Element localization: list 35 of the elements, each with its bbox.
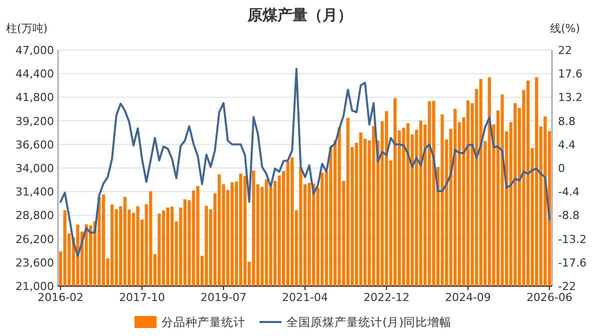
y-tick-label: 39,200 [16,114,54,128]
y-tick-label: 31,400 [16,186,54,199]
y2-tick-label: 17.6 [558,68,582,81]
y2-tick-label: 0 [558,162,565,175]
x-tick-label: 2017-10 [119,291,166,304]
y2-axis-title: 线(%) [550,22,580,35]
x-tick-label: 2026-06 [526,291,572,304]
legend-label: 分品种产量统计 [162,315,246,329]
line-series [60,68,550,257]
y2-tick-label: -22 [558,280,576,293]
y2-tick-label: -8.8 [558,209,580,222]
y-tick-label: 34,000 [16,162,54,175]
y2-tick-label: 4.4 [558,138,576,152]
y2-tick-label: 22 [558,44,572,57]
y2-tick-label: 8.8 [558,114,576,128]
x-tick-label: 2021-04 [282,291,328,304]
x-tick-label: 2024-09 [444,291,491,304]
y-tick-label: 47,000 [16,44,54,57]
y2-tick-label: 13.2 [558,91,582,104]
y-tick-label: 36,600 [16,138,54,152]
x-tick-label: 2016-02 [38,291,84,304]
y-tick-label: 44,400 [16,68,54,81]
y-tick-label: 41,800 [16,91,54,104]
y2-tick-label: -13.2 [558,232,586,246]
chart-title: 原煤产量（月） [246,6,352,24]
y-tick-label: 21,000 [16,280,54,293]
y-axis-title: 柱(万吨) [6,22,48,35]
y-tick-label: 23,600 [16,256,54,270]
y2-tick-label: -17.6 [558,256,586,270]
x-tick-label: 2019-07 [200,291,247,304]
y-tick-label: 28,800 [16,209,54,222]
y-tick-label: 26,200 [16,232,54,246]
legend-label: 全国原煤产量统计(月)同比增幅 [286,315,452,329]
x-tick-label: 2022-12 [363,291,410,304]
y2-tick-label: -4.4 [558,186,580,199]
